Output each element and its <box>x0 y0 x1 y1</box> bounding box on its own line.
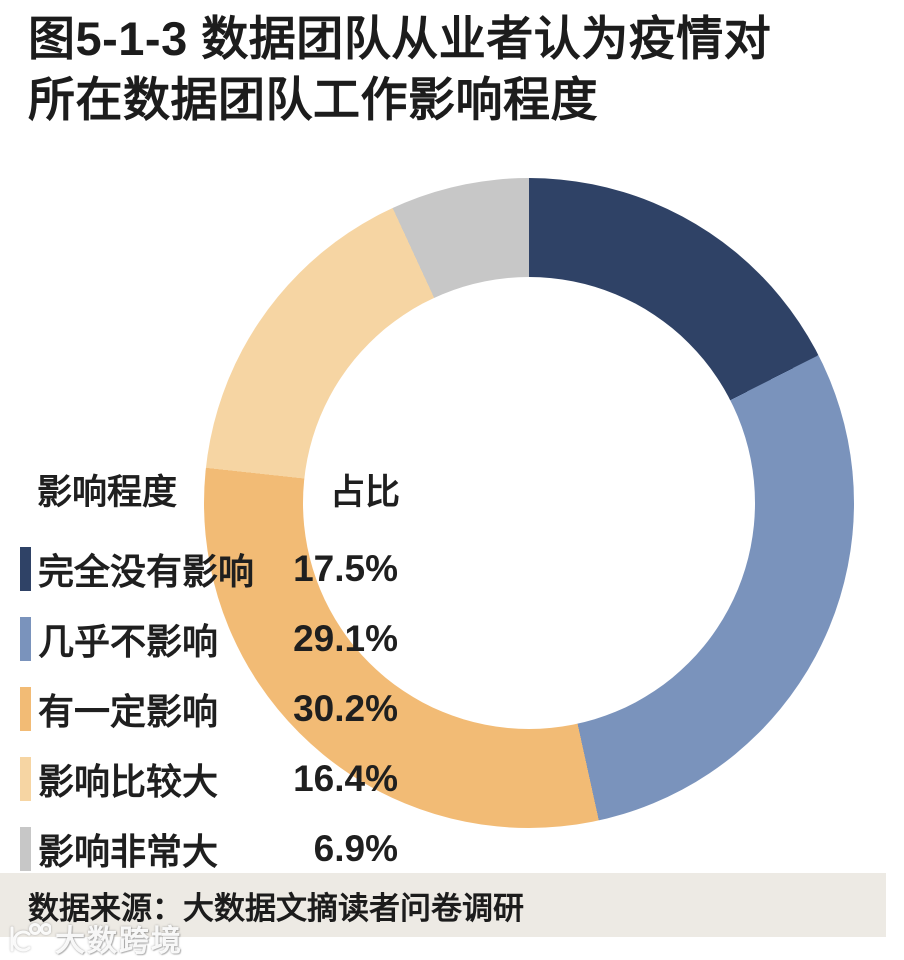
legend-header-value: 占比 <box>329 473 400 512</box>
legend-row-big-impact: 影响比较大 16.4% <box>20 757 400 802</box>
legend-marker-icon <box>20 827 31 871</box>
chart-title-line-1: 图5-1-3 数据团队从业者认为疫情对 <box>28 12 772 65</box>
legend-percent: 17.5% <box>293 548 398 589</box>
legend-label: 有一定影响 <box>38 691 219 732</box>
legend-percent: 6.9% <box>313 828 398 869</box>
legend: 影响程度 占比 完全没有影响 17.5% 几乎不影响 29.1% 有一定影响 3… <box>20 464 400 897</box>
legend-label: 完全没有影响 <box>38 551 255 592</box>
legend-marker-icon <box>20 757 31 801</box>
source-bar: 数据来源：大数据文摘读者问卷调研 <box>0 873 886 937</box>
legend-percent: 29.1% <box>293 618 398 659</box>
chart-title-line-2: 所在数据团队工作影响程度 <box>28 73 598 126</box>
legend-header: 影响程度 占比 <box>20 464 400 515</box>
donut-hole <box>303 277 755 729</box>
legend-row-no-impact: 完全没有影响 17.5% <box>20 547 400 592</box>
source-text: 数据来源：大数据文摘读者问卷调研 <box>28 890 524 926</box>
legend-header-category: 影响程度 <box>37 473 178 512</box>
legend-marker-icon <box>20 547 31 591</box>
legend-label: 影响比较大 <box>38 761 219 802</box>
legend-row-almost-no-impact: 几乎不影响 29.1% <box>20 617 400 662</box>
legend-row-very-big-impact: 影响非常大 6.9% <box>20 827 400 872</box>
legend-marker-icon <box>20 687 31 731</box>
legend-percent: 16.4% <box>293 758 398 799</box>
legend-row-some-impact: 有一定影响 30.2% <box>20 687 400 732</box>
legend-label: 几乎不影响 <box>38 621 219 662</box>
legend-percent: 30.2% <box>293 688 398 729</box>
chart-title: 图5-1-3 数据团队从业者认为疫情对 所在数据团队工作影响程度 <box>28 8 771 130</box>
legend-marker-icon <box>20 617 31 661</box>
legend-label: 影响非常大 <box>38 831 219 872</box>
